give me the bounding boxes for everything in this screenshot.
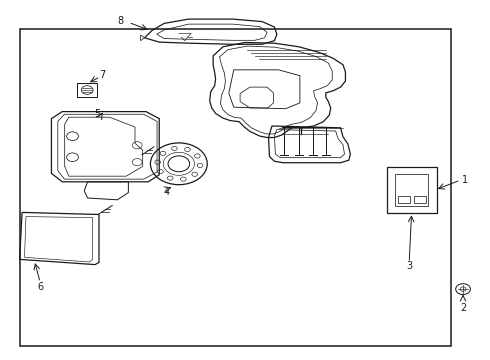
Bar: [395, 174, 428, 206]
Text: 6: 6: [37, 282, 43, 292]
Text: 4: 4: [164, 186, 170, 197]
Bar: [414, 196, 426, 203]
Text: 1: 1: [463, 175, 468, 185]
Text: 7: 7: [99, 69, 105, 80]
Text: 2: 2: [460, 303, 466, 313]
Text: 3: 3: [406, 261, 412, 271]
Text: 5: 5: [94, 109, 100, 119]
Bar: [20, 29, 451, 346]
Text: 8: 8: [117, 15, 123, 26]
Bar: [398, 196, 410, 203]
